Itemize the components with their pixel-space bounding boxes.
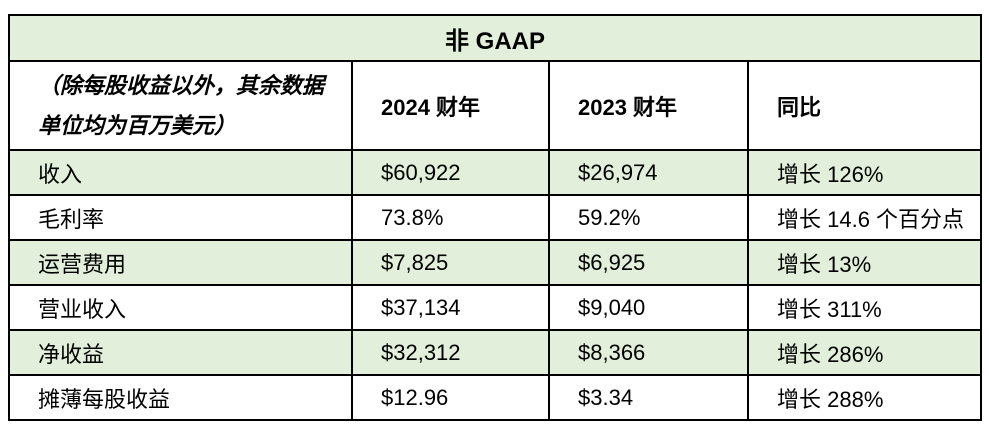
cell-yoy: 增长 13% xyxy=(746,239,983,286)
cell-yoy: 增长 311% xyxy=(746,284,983,331)
row-label: 毛利率 xyxy=(8,194,353,241)
table-row-revenue: 收入 $60,922 $26,974 增长 126% xyxy=(8,149,983,196)
table-row-gross-margin: 毛利率 73.8% 59.2% 增长 14.6 个百分点 xyxy=(8,194,983,241)
row-label: 净收益 xyxy=(8,329,353,376)
table-row-diluted-eps: 摊薄每股收益 $12.96 $3.34 增长 288% xyxy=(8,374,983,421)
table-row-operating-expenses: 运营费用 $7,825 $6,925 增长 13% xyxy=(8,239,983,286)
cell-yoy: 增长 14.6 个百分点 xyxy=(746,194,983,241)
table-row-operating-income: 营业收入 $37,134 $9,040 增长 311% xyxy=(8,284,983,331)
cell-yoy: 增长 126% xyxy=(746,149,983,196)
column-header-yoy: 同比 xyxy=(746,60,983,151)
cell-fy2023: $26,974 xyxy=(548,149,749,196)
cell-fy2024: 73.8% xyxy=(351,194,550,241)
cell-fy2023: $9,040 xyxy=(548,284,749,331)
cell-fy2023: 59.2% xyxy=(548,194,749,241)
cell-yoy: 增长 288% xyxy=(746,374,983,421)
row-label: 收入 xyxy=(8,149,353,196)
non-gaap-financials-table: 非 GAAP （除每股收益以外，其余数据单位均为百万美元） 2024 财年 20… xyxy=(7,14,983,421)
cell-fy2023: $6,925 xyxy=(548,239,749,286)
row-label: 摊薄每股收益 xyxy=(8,374,353,421)
cell-fy2024: $12.96 xyxy=(351,374,550,421)
cell-fy2023: $3.34 xyxy=(548,374,749,421)
cell-fy2024: $7,825 xyxy=(351,239,550,286)
column-header-fy2024: 2024 财年 xyxy=(351,60,550,151)
row-label: 运营费用 xyxy=(8,239,353,286)
column-header-row: （除每股收益以外，其余数据单位均为百万美元） 2024 财年 2023 财年 同… xyxy=(8,60,983,151)
cell-fy2024: $60,922 xyxy=(351,149,550,196)
column-header-fy2023: 2023 财年 xyxy=(548,60,749,151)
table-row-net-income: 净收益 $32,312 $8,366 增长 286% xyxy=(8,329,983,376)
cell-fy2024: $37,134 xyxy=(351,284,550,331)
cell-fy2023: $8,366 xyxy=(548,329,749,376)
cell-yoy: 增长 286% xyxy=(746,329,983,376)
row-label: 营业收入 xyxy=(8,284,353,331)
unit-note: （除每股收益以外，其余数据单位均为百万美元） xyxy=(8,60,353,151)
table-title: 非 GAAP xyxy=(7,14,983,62)
table-title-row: 非 GAAP xyxy=(7,14,983,62)
cell-fy2024: $32,312 xyxy=(351,329,550,376)
